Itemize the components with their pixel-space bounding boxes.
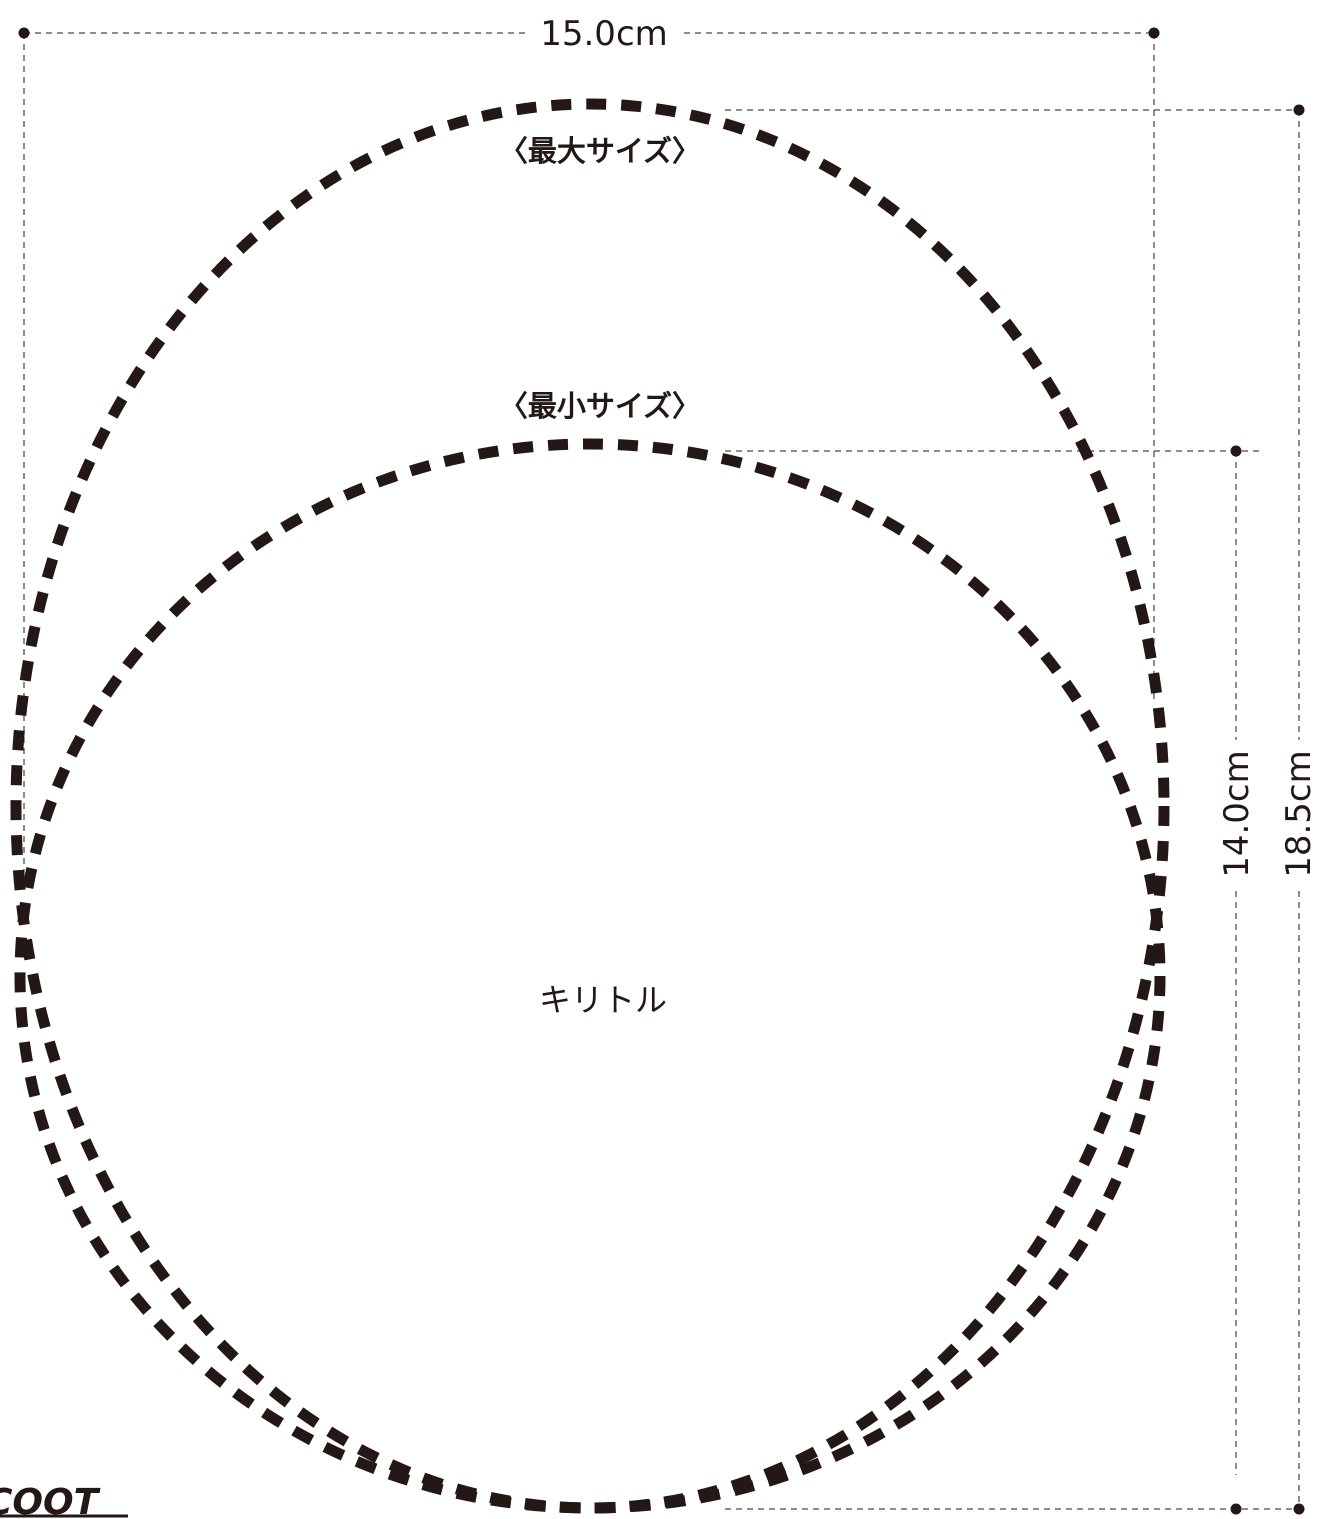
min-height-label: 14.0cm bbox=[1217, 750, 1257, 878]
min-size-label: 〈最小サイズ〉 bbox=[499, 389, 701, 423]
width-label-background bbox=[528, 10, 680, 56]
width-right-endpoint bbox=[1148, 27, 1160, 39]
max-height-label: 18.5cm bbox=[1279, 750, 1319, 878]
brand-logo: COOT bbox=[0, 1482, 128, 1519]
width-left-endpoint bbox=[18, 27, 30, 39]
max-height-label-background bbox=[1278, 740, 1319, 888]
brand-logo-text: COOT bbox=[0, 1482, 101, 1519]
min-size-cut-line bbox=[14, 438, 1166, 1514]
cut-area-label: キリトル bbox=[539, 981, 667, 1019]
max-size-label: 〈最大サイズ〉 bbox=[499, 134, 701, 168]
max-height-dimension: 18.5cm bbox=[725, 104, 1319, 1515]
min-height-label-background bbox=[1214, 740, 1256, 888]
min-height-dimension: 14.0cm bbox=[725, 445, 1262, 1515]
max-size-cut-line bbox=[10, 98, 1170, 1514]
max-height-top-endpoint bbox=[1293, 104, 1305, 116]
min-height-top-endpoint bbox=[1230, 445, 1242, 457]
width-label: 15.0cm bbox=[540, 14, 668, 54]
max-height-bottom-endpoint bbox=[1293, 1503, 1305, 1515]
min-height-bottom-endpoint bbox=[1230, 1503, 1242, 1515]
